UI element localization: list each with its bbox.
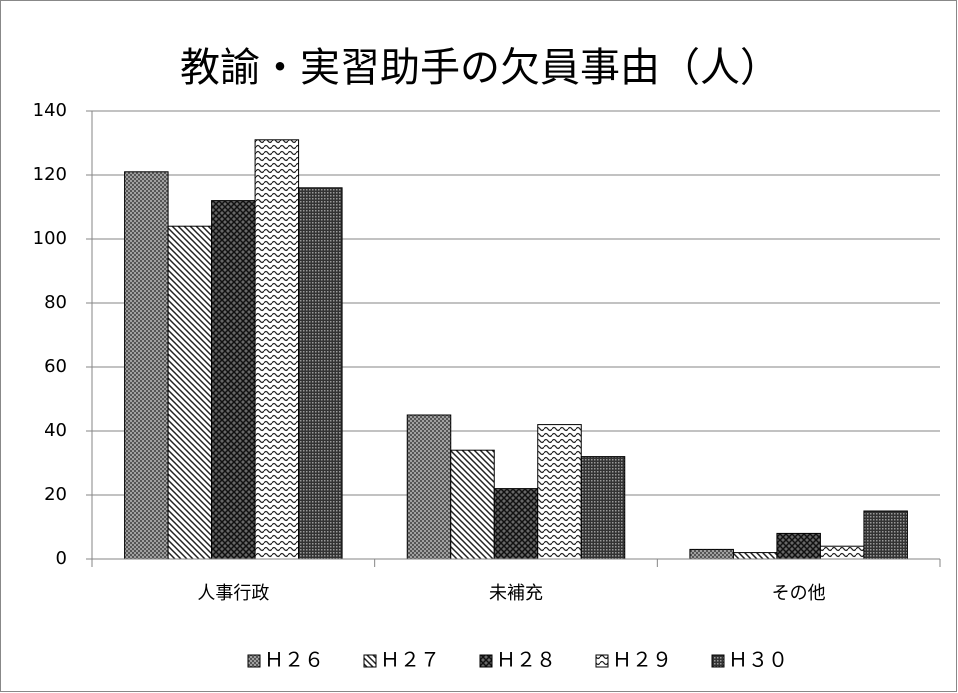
y-tick-label: 60 [44, 356, 67, 377]
legend-label: Ｈ２７ [380, 648, 440, 672]
legend-label: Ｈ２９ [612, 648, 672, 672]
bar [819, 545, 865, 560]
x-tick-label: 人事行政 [197, 583, 269, 604]
bar [124, 171, 169, 560]
bar [863, 510, 908, 560]
legend-swatch [595, 654, 609, 668]
y-tick-label: 80 [44, 292, 67, 313]
bar [776, 532, 821, 560]
bar [211, 200, 256, 560]
legend-swatch [247, 654, 261, 668]
y-tick-label: 100 [33, 228, 67, 249]
legend-label: Ｈ２８ [496, 648, 556, 672]
bar [450, 449, 495, 560]
y-tick-label: 20 [44, 484, 67, 505]
legend-label: Ｈ２６ [264, 648, 324, 672]
y-tick-label: 40 [44, 420, 67, 441]
bar [254, 139, 300, 560]
bar [167, 225, 213, 560]
x-tick-label: その他 [772, 583, 826, 604]
legend-swatch [363, 654, 377, 668]
bar [537, 424, 582, 560]
legend-swatch [479, 654, 493, 668]
y-tick-label: 120 [33, 164, 67, 185]
bar [493, 488, 539, 560]
y-tick-label: 140 [33, 100, 67, 121]
bar [580, 456, 626, 560]
bar [406, 414, 452, 560]
y-tick-label: 0 [56, 548, 67, 569]
chart-title: 教諭・実習助手の欠員事由（人） [180, 45, 780, 91]
bar [298, 187, 343, 560]
legend-label: Ｈ３０ [728, 648, 788, 672]
legend-swatch [711, 654, 725, 668]
x-tick-label: 未補充 [489, 583, 543, 604]
bar [689, 548, 734, 560]
bar [732, 552, 778, 560]
